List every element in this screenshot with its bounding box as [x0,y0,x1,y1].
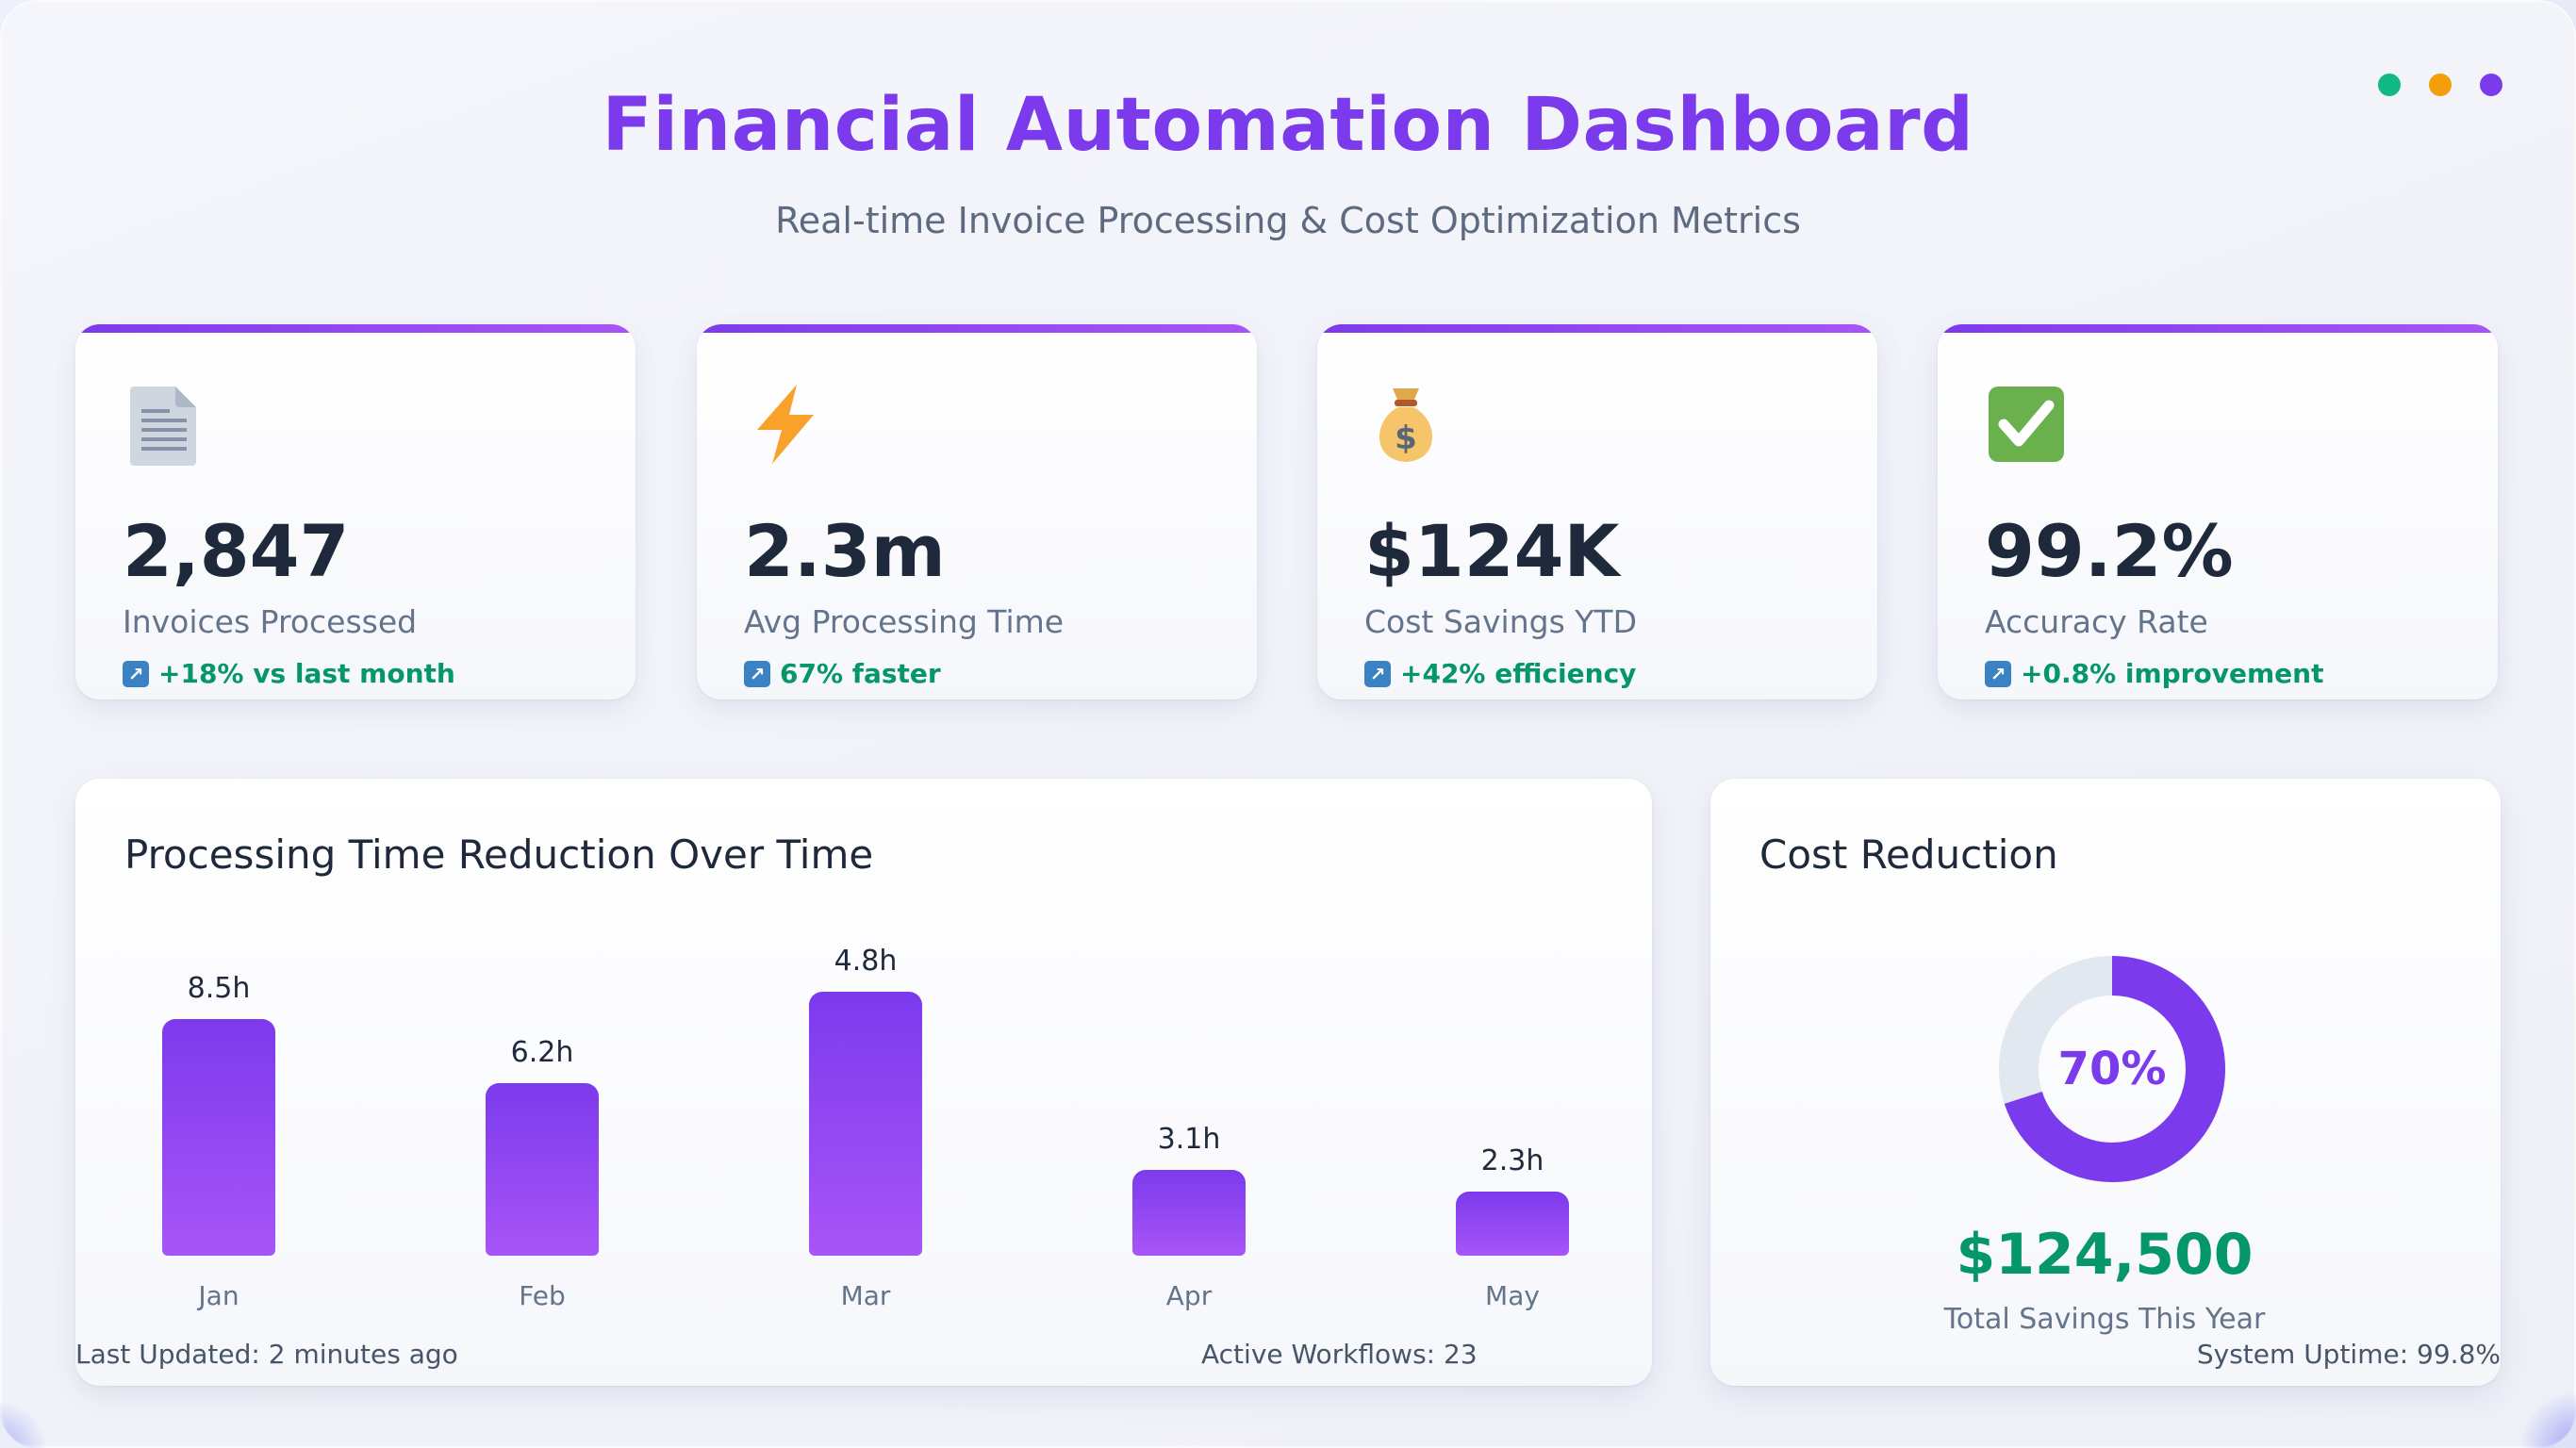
bar-value-label: 4.8h [834,944,898,978]
trend-text: +0.8% improvement [2021,658,2324,689]
metric-label: Accuracy Rate [1985,603,2208,640]
card-accent-bar [1317,324,1877,333]
check-box-icon [1989,387,2064,462]
green-dot[interactable] [2378,74,2401,96]
page-title: Financial Automation Dashboard [602,83,1974,168]
active-workflows-status: Active Workflows: 23 [1201,1339,1478,1370]
bar-may[interactable] [1456,1192,1569,1256]
last-updated-status: Last Updated: 2 minutes ago [75,1339,458,1370]
card-accent-bar [697,324,1257,333]
metric-label: Avg Processing Time [744,603,1065,640]
bar-apr[interactable] [1132,1169,1246,1256]
bar-category-label: Jan [198,1280,239,1311]
page-subtitle: Real-time Invoice Processing & Cost Opti… [775,200,1801,241]
metric-card-processing-time[interactable]: 2.3m Avg Processing Time ↗ 67% faster [697,324,1257,699]
arrow-up-right-icon: ↗ [123,660,149,687]
card-accent-bar [1938,324,2498,333]
document-icon [130,387,196,466]
total-savings-value: $124,500 [1956,1222,2254,1288]
cost-reduction-panel: Cost Reduction 70% $124,500 Total Saving… [1710,779,2501,1386]
system-uptime-status: System Uptime: 99.8% [2196,1339,2501,1370]
metric-card-cost-savings[interactable]: $ $124K Cost Savings YTD ↗ +42% efficien… [1317,324,1877,699]
bar-category-label: May [1485,1280,1540,1311]
bar-category-label: Mar [840,1280,891,1311]
metric-card-invoices[interactable]: 2,847 Invoices Processed ↗ +18% vs last … [75,324,636,699]
metric-value: 2.3m [744,509,946,593]
chart-title: Processing Time Reduction Over Time [124,831,874,878]
metric-trend: ↗ 67% faster [744,658,941,689]
metric-label: Cost Savings YTD [1364,603,1637,640]
trend-text: +18% vs last month [158,658,455,689]
purple-dot[interactable] [2480,74,2502,96]
bar-value-label: 8.5h [187,972,251,1006]
metric-value: $124K [1364,509,1620,593]
bar-value-label: 2.3h [1480,1144,1544,1178]
donut-segment-reduced [1999,956,2225,1182]
donut-chart: 70% [1991,948,2233,1190]
metric-trend: ↗ +42% efficiency [1364,658,1636,689]
arrow-up-right-icon: ↗ [744,660,770,687]
bar-feb[interactable] [486,1083,599,1256]
orange-dot[interactable] [2429,74,2452,96]
bar-value-label: 6.2h [510,1036,574,1070]
metric-trend: ↗ +18% vs last month [123,658,455,689]
lightning-icon [757,385,814,464]
arrow-up-right-icon: ↗ [1985,660,2011,687]
total-savings-label: Total Savings This Year [1943,1303,2266,1336]
metric-value: 99.2% [1985,509,2234,593]
svg-text:$: $ [1395,420,1417,457]
bar-category-label: Apr [1165,1280,1213,1311]
trend-text: +42% efficiency [1400,658,1637,689]
window-controls [2378,74,2502,96]
arrow-up-right-icon: ↗ [1364,660,1391,687]
bar-category-label: Feb [519,1280,566,1311]
metric-label: Invoices Processed [123,603,418,640]
bar-mar[interactable] [809,991,922,1256]
bar-value-label: 3.1h [1157,1122,1221,1156]
bar-jan[interactable] [162,1019,275,1256]
bar-chart: 8.5h Jan 6.2h Feb 4.8h Mar 3.1h Apr 2.3h May [75,779,1650,1384]
donut-center-label: 70% [2057,1043,2167,1095]
money-bag-icon: $ [1379,388,1433,462]
processing-chart-panel: Processing Time Reduction Over Time 8.5h… [75,779,1652,1386]
panel-title: Cost Reduction [1759,831,2058,878]
metric-card-accuracy[interactable]: 99.2% Accuracy Rate ↗ +0.8% improvement [1938,324,2498,699]
metric-trend: ↗ +0.8% improvement [1985,658,2323,689]
metric-value: 2,847 [123,509,350,593]
trend-text: 67% faster [780,658,941,689]
card-accent-bar [75,324,636,333]
